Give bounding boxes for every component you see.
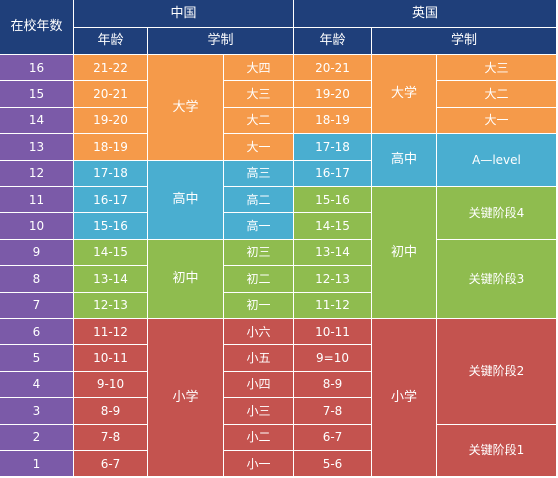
china-age-cell: 10-11 [74,345,148,372]
uk-age-cell: 9=10 [294,345,372,372]
uk-age-cell: 17-18 [294,134,372,161]
uk-system-cell: 关键阶段2 [437,319,557,425]
uk-age-cell: 14-15 [294,213,372,240]
china-grade-cell: 大二 [224,107,294,135]
uk-system-cell: 大三 [437,55,557,82]
china-stage-cell: 小学 [148,319,224,478]
header-years-in-school: 在校年数 [0,0,74,55]
china-grade-cell: 小一 [224,451,294,478]
year-cell: 5 [0,345,74,372]
year-cell: 7 [0,292,74,319]
china-age-cell: 9-10 [74,371,148,399]
header-china: 中国 [74,0,294,28]
china-grade-cell: 小二 [224,424,294,451]
china-age-cell: 21-22 [74,55,148,82]
china-grade-cell: 大一 [224,134,294,161]
uk-age-cell: 18-19 [294,107,372,135]
header-china-age: 年龄 [74,28,148,55]
uk-age-cell: 6-7 [294,424,372,451]
header-uk-system: 学制 [372,28,557,55]
uk-system-cell: 大一 [437,107,557,135]
year-cell: 11 [0,187,74,214]
year-cell: 8 [0,266,74,293]
year-cell: 3 [0,398,74,425]
china-grade-cell: 初三 [224,239,294,267]
china-grade-cell: 初一 [224,292,294,319]
china-grade-cell: 小六 [224,319,294,346]
uk-system-cell: A—level [437,134,557,187]
year-cell: 9 [0,239,74,267]
year-cell: 15 [0,81,74,108]
uk-age-cell: 5-6 [294,451,372,478]
china-stage-cell: 大学 [148,55,224,161]
china-age-cell: 7-8 [74,424,148,451]
uk-system-cell: 大二 [437,81,557,108]
year-cell: 14 [0,107,74,135]
uk-age-cell: 8-9 [294,371,372,399]
uk-age-cell: 10-11 [294,319,372,346]
header-uk-age: 年龄 [294,28,372,55]
uk-system-cell: 关键阶段1 [437,424,557,478]
year-cell: 6 [0,319,74,346]
uk-age-cell: 7-8 [294,398,372,425]
china-grade-cell: 小五 [224,345,294,372]
china-age-cell: 13-14 [74,266,148,293]
china-age-cell: 11-12 [74,319,148,346]
uk-age-cell: 13-14 [294,239,372,267]
year-cell: 10 [0,213,74,240]
uk-stage-cell: 大学 [372,55,437,135]
china-stage-cell: 初中 [148,239,224,319]
china-grade-cell: 高三 [224,160,294,187]
uk-system-cell: 关键阶段3 [437,239,557,319]
china-age-cell: 17-18 [74,160,148,187]
year-cell: 4 [0,371,74,399]
china-grade-cell: 初二 [224,266,294,293]
china-grade-cell: 高一 [224,213,294,240]
uk-age-cell: 12-13 [294,266,372,293]
uk-age-cell: 15-16 [294,187,372,214]
china-grade-cell: 小四 [224,371,294,399]
header-china-system: 学制 [148,28,294,55]
china-stage-cell: 高中 [148,160,224,240]
china-grade-cell: 高二 [224,187,294,214]
china-grade-cell: 大三 [224,81,294,108]
uk-age-cell: 20-21 [294,55,372,82]
china-age-cell: 16-17 [74,187,148,214]
china-grade-cell: 大四 [224,55,294,82]
china-grade-cell: 小三 [224,398,294,425]
uk-age-cell: 11-12 [294,292,372,319]
header-uk: 英国 [294,0,557,28]
year-cell: 1 [0,451,74,478]
year-cell: 2 [0,424,74,451]
china-age-cell: 14-15 [74,239,148,267]
china-age-cell: 6-7 [74,451,148,478]
uk-stage-cell: 小学 [372,319,437,478]
year-cell: 12 [0,160,74,187]
uk-system-cell: 关键阶段4 [437,187,557,240]
uk-stage-cell: 高中 [372,134,437,187]
uk-age-cell: 16-17 [294,160,372,187]
china-age-cell: 18-19 [74,134,148,161]
uk-stage-cell: 初中 [372,187,437,319]
year-cell: 16 [0,55,74,82]
china-age-cell: 20-21 [74,81,148,108]
uk-age-cell: 19-20 [294,81,372,108]
china-age-cell: 19-20 [74,107,148,135]
china-age-cell: 8-9 [74,398,148,425]
year-cell: 13 [0,134,74,161]
china-age-cell: 15-16 [74,213,148,240]
china-age-cell: 12-13 [74,292,148,319]
